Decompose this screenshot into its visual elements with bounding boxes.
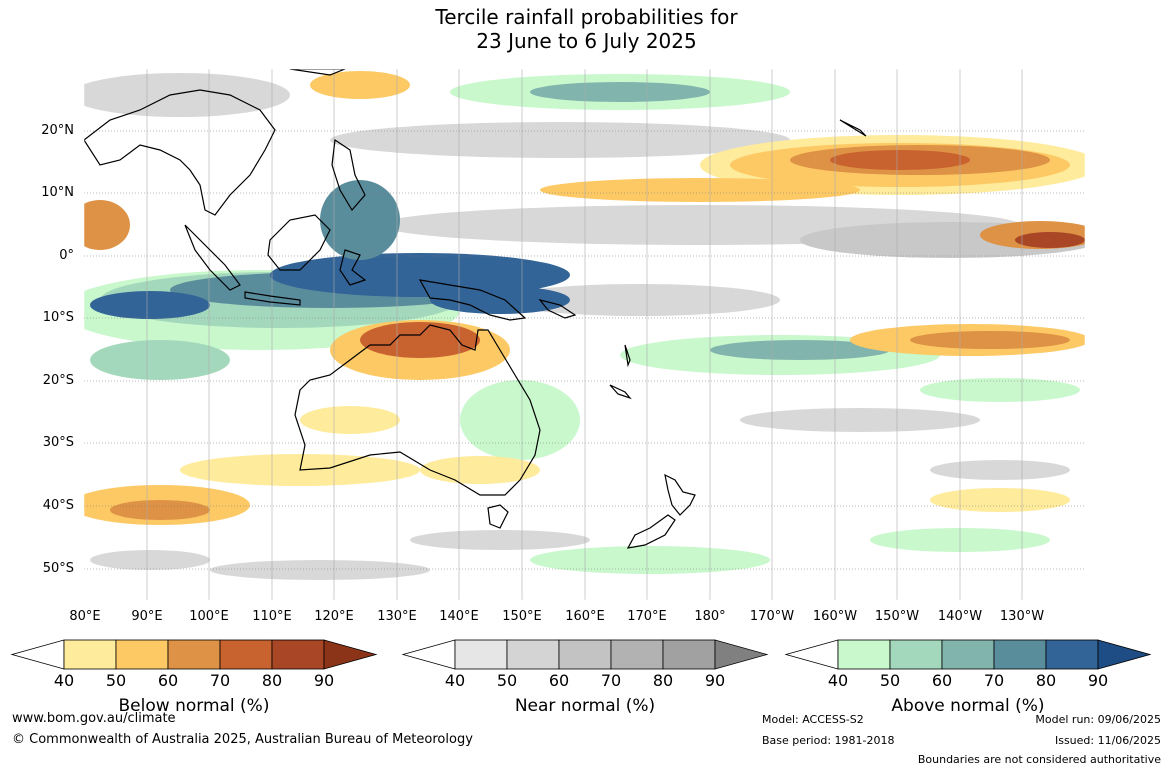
copyright-text: © Commonwealth of Australia 2025, Austra…	[12, 732, 473, 747]
near-tick-60: 60	[548, 671, 570, 690]
lon-label-170e: 170°E	[627, 609, 667, 624]
hawaii	[839, 119, 867, 137]
lon-label-160w: 160°W	[812, 609, 858, 624]
lon-label-120e: 120°E	[314, 609, 354, 624]
near-normal-colorbar-segment	[506, 639, 560, 670]
below-normal-colorbar-right-arrow	[323, 639, 378, 670]
above-normal-colorbar-left-arrow	[784, 639, 839, 670]
near-normal-colorbar-segment	[610, 639, 664, 670]
below-tick-40: 40	[53, 671, 75, 690]
lat-label-50s: 50°S	[42, 561, 74, 576]
graticule	[84, 130, 1085, 570]
lat-label-30s: 30°S	[42, 435, 74, 450]
meridians	[146, 69, 1023, 600]
above-normal-colorbar-segment	[941, 639, 995, 670]
above-tick-90: 90	[1087, 671, 1109, 690]
near-tick-80: 80	[652, 671, 674, 690]
lon-label-80e: 80°E	[69, 609, 101, 624]
lon-label-90e: 90°E	[131, 609, 163, 624]
sumatra-coastline	[184, 224, 241, 291]
below-normal-colorbar-segment	[219, 639, 273, 670]
below-tick-50: 50	[105, 671, 127, 690]
near-tick-90: 90	[704, 671, 726, 690]
lat-label-20n: 20°N	[41, 123, 74, 138]
tasmania-coastline	[487, 504, 509, 529]
above-normal-colorbar-right-arrow	[1097, 639, 1152, 670]
above-normal-colorbar-segment	[993, 639, 1047, 670]
lat-label-10s: 10°S	[42, 310, 74, 325]
new-zealand-north-island	[664, 473, 696, 516]
above-tick-50: 50	[879, 671, 901, 690]
lon-label-110e: 110°E	[252, 609, 292, 624]
lon-label-130e: 130°E	[377, 609, 417, 624]
java-coastline	[244, 291, 301, 306]
website-link[interactable]: www.bom.gov.au/climate	[12, 711, 176, 726]
southeast-asia-coastline	[84, 89, 276, 216]
near-tick-50: 50	[496, 671, 518, 690]
below-tick-70: 70	[209, 671, 231, 690]
lon-label-160e: 160°E	[565, 609, 605, 624]
new-caledonia	[609, 384, 632, 400]
below-tick-80: 80	[261, 671, 283, 690]
below-normal-patches	[84, 71, 1085, 525]
vanuatu	[624, 344, 631, 368]
base-period: Base period: 1981-2018	[762, 734, 895, 747]
below-normal-colorbar-segment	[271, 639, 325, 670]
above-tick-40: 40	[827, 671, 849, 690]
lat-label-20s: 20°S	[42, 373, 74, 388]
above-normal-colorbar-segment	[889, 639, 943, 670]
near-normal-colorbar-segment	[558, 639, 612, 670]
below-normal-colorbar-segment	[63, 639, 117, 670]
model-run-date: Model run: 09/06/2025	[1035, 713, 1161, 726]
borneo-coastline	[267, 214, 331, 271]
coastlines	[84, 69, 867, 549]
lon-label-170w: 170°W	[749, 609, 795, 624]
above-normal-colorbar-segment	[1045, 639, 1099, 670]
solomon-islands	[538, 298, 577, 319]
model-name: Model: ACCESS-S2	[762, 713, 864, 726]
new-zealand-south-island	[626, 514, 676, 549]
sulawesi-coastline	[339, 249, 367, 286]
map-title-line1: Tercile rainfall probabilities for	[435, 5, 738, 29]
above-tick-80: 80	[1035, 671, 1057, 690]
below-normal-colorbar-segment	[167, 639, 221, 670]
below-normal-label: Below normal (%)	[118, 696, 270, 716]
near-normal-colorbar-segment	[454, 639, 508, 670]
near-normal-colorbar-left-arrow	[401, 639, 456, 670]
lon-label-150e: 150°E	[502, 609, 542, 624]
philippines-coastline	[331, 138, 366, 212]
lon-label-180: 180°	[694, 609, 726, 624]
below-tick-90: 90	[313, 671, 335, 690]
lon-label-100e: 100°E	[189, 609, 229, 624]
near-tick-70: 70	[600, 671, 622, 690]
below-normal-colorbar-left-arrow	[10, 639, 65, 670]
lat-label-40s: 40°S	[42, 498, 74, 513]
east-asia-coastline	[289, 69, 346, 76]
lon-label-130w: 130°W	[999, 609, 1045, 624]
new-guinea-coastline	[418, 279, 527, 321]
near-normal-label: Near normal (%)	[514, 696, 656, 716]
lon-label-140w: 140°W	[937, 609, 983, 624]
issued-date: Issued: 11/06/2025	[1054, 734, 1161, 747]
map-title-line2: 23 June to 6 July 2025	[476, 29, 697, 53]
lat-label-10n: 10°N	[41, 185, 74, 200]
boundaries-disclaimer: Boundaries are not considered authoritat…	[917, 753, 1161, 766]
above-tick-60: 60	[931, 671, 953, 690]
above-normal-colorbar-segment	[837, 639, 891, 670]
above-normal-label: Above normal (%)	[891, 696, 1045, 716]
near-normal-colorbar-right-arrow	[714, 639, 769, 670]
below-normal-colorbar-segment	[115, 639, 169, 670]
near-tick-40: 40	[444, 671, 466, 690]
below-tick-60: 60	[157, 671, 179, 690]
australia-coastline	[294, 324, 541, 496]
above-tick-70: 70	[983, 671, 1005, 690]
lat-label-equator: 0°	[59, 248, 74, 263]
near-normal-colorbar-segment	[662, 639, 716, 670]
colorbars	[10, 639, 1152, 670]
lon-label-140e: 140°E	[439, 609, 479, 624]
lon-label-150w: 150°W	[874, 609, 920, 624]
